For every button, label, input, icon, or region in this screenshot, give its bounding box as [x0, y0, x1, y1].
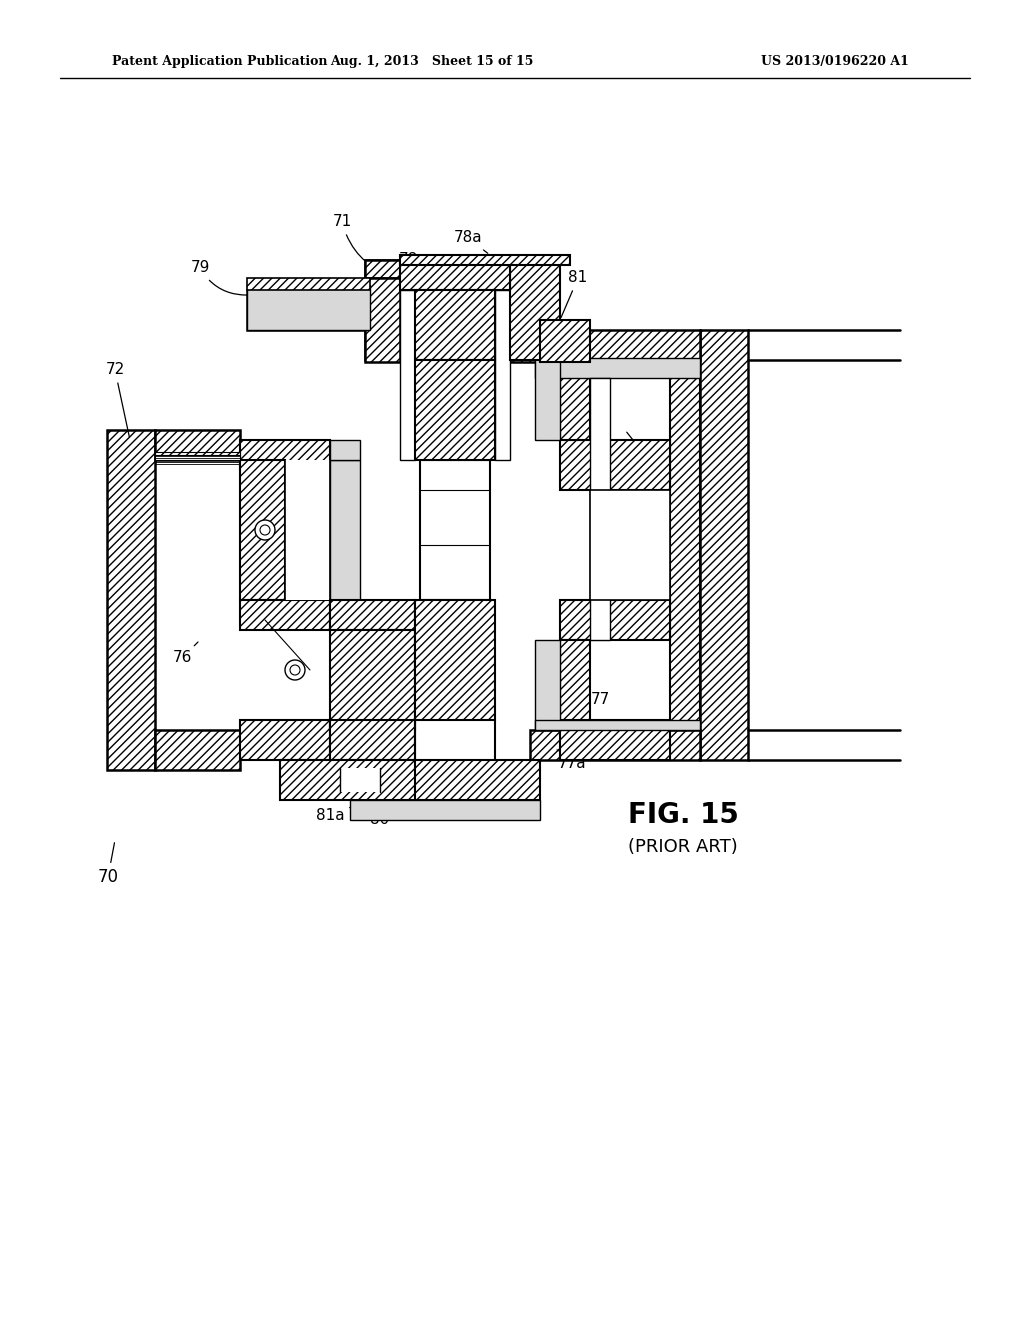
Text: 78: 78 — [398, 252, 428, 273]
Polygon shape — [560, 440, 670, 490]
Text: 70: 70 — [97, 842, 119, 886]
Polygon shape — [155, 455, 240, 459]
Polygon shape — [415, 290, 495, 360]
Polygon shape — [106, 430, 155, 770]
Text: Aug. 1, 2013   Sheet 15 of 15: Aug. 1, 2013 Sheet 15 of 15 — [331, 55, 534, 69]
Polygon shape — [560, 360, 590, 440]
Text: US 2013/0196220 A1: US 2013/0196220 A1 — [761, 55, 909, 69]
Polygon shape — [247, 279, 370, 290]
Polygon shape — [330, 719, 415, 760]
Polygon shape — [700, 330, 748, 760]
Polygon shape — [240, 719, 330, 760]
Polygon shape — [330, 440, 360, 459]
Polygon shape — [495, 290, 510, 459]
Text: Patent Application Publication: Patent Application Publication — [112, 55, 328, 69]
Text: 81a: 81a — [315, 801, 368, 822]
Text: 77a: 77a — [557, 750, 587, 771]
Polygon shape — [365, 260, 540, 279]
Text: FIG. 15: FIG. 15 — [628, 801, 738, 829]
Polygon shape — [280, 760, 415, 800]
Text: 73: 73 — [627, 432, 654, 462]
Polygon shape — [340, 768, 380, 792]
Polygon shape — [330, 459, 360, 601]
Circle shape — [255, 520, 275, 540]
Text: 78a: 78a — [454, 231, 487, 253]
Polygon shape — [510, 279, 540, 362]
Polygon shape — [285, 459, 330, 601]
Polygon shape — [350, 800, 540, 820]
Circle shape — [260, 525, 270, 535]
Polygon shape — [155, 730, 240, 770]
Polygon shape — [560, 640, 590, 730]
Polygon shape — [400, 255, 570, 265]
Polygon shape — [530, 730, 700, 760]
Text: 76: 76 — [172, 642, 198, 665]
Circle shape — [285, 660, 305, 680]
Polygon shape — [247, 285, 370, 330]
Circle shape — [290, 665, 300, 675]
Polygon shape — [540, 319, 590, 362]
Text: 71: 71 — [333, 214, 397, 277]
Text: 73b: 73b — [612, 482, 659, 517]
Polygon shape — [535, 358, 700, 378]
Text: 73a: 73a — [601, 560, 652, 638]
Polygon shape — [365, 260, 540, 360]
Polygon shape — [535, 719, 700, 730]
Polygon shape — [365, 279, 400, 362]
Text: (PRIOR ART): (PRIOR ART) — [628, 838, 738, 855]
Polygon shape — [330, 630, 415, 730]
Polygon shape — [247, 290, 365, 330]
Polygon shape — [415, 360, 495, 459]
Polygon shape — [530, 330, 700, 360]
Text: 72: 72 — [105, 363, 129, 437]
Polygon shape — [155, 430, 240, 459]
Polygon shape — [510, 260, 560, 360]
Polygon shape — [535, 358, 560, 440]
Polygon shape — [400, 261, 510, 290]
Polygon shape — [415, 601, 495, 719]
Polygon shape — [590, 490, 670, 601]
Text: 80: 80 — [371, 813, 413, 828]
Polygon shape — [155, 451, 240, 458]
Polygon shape — [240, 601, 330, 630]
Polygon shape — [400, 279, 520, 360]
Polygon shape — [240, 459, 285, 601]
Polygon shape — [560, 601, 670, 640]
Polygon shape — [400, 290, 415, 459]
Text: 77: 77 — [583, 693, 609, 708]
Polygon shape — [330, 601, 415, 630]
Polygon shape — [350, 760, 540, 800]
Polygon shape — [590, 378, 610, 640]
Text: 81: 81 — [561, 271, 588, 317]
Polygon shape — [240, 440, 330, 470]
Polygon shape — [420, 459, 490, 601]
Polygon shape — [560, 719, 670, 760]
Text: 79: 79 — [190, 260, 247, 296]
Polygon shape — [670, 360, 700, 730]
Polygon shape — [535, 640, 560, 730]
Text: 75: 75 — [281, 776, 307, 791]
Text: 74: 74 — [617, 529, 659, 544]
